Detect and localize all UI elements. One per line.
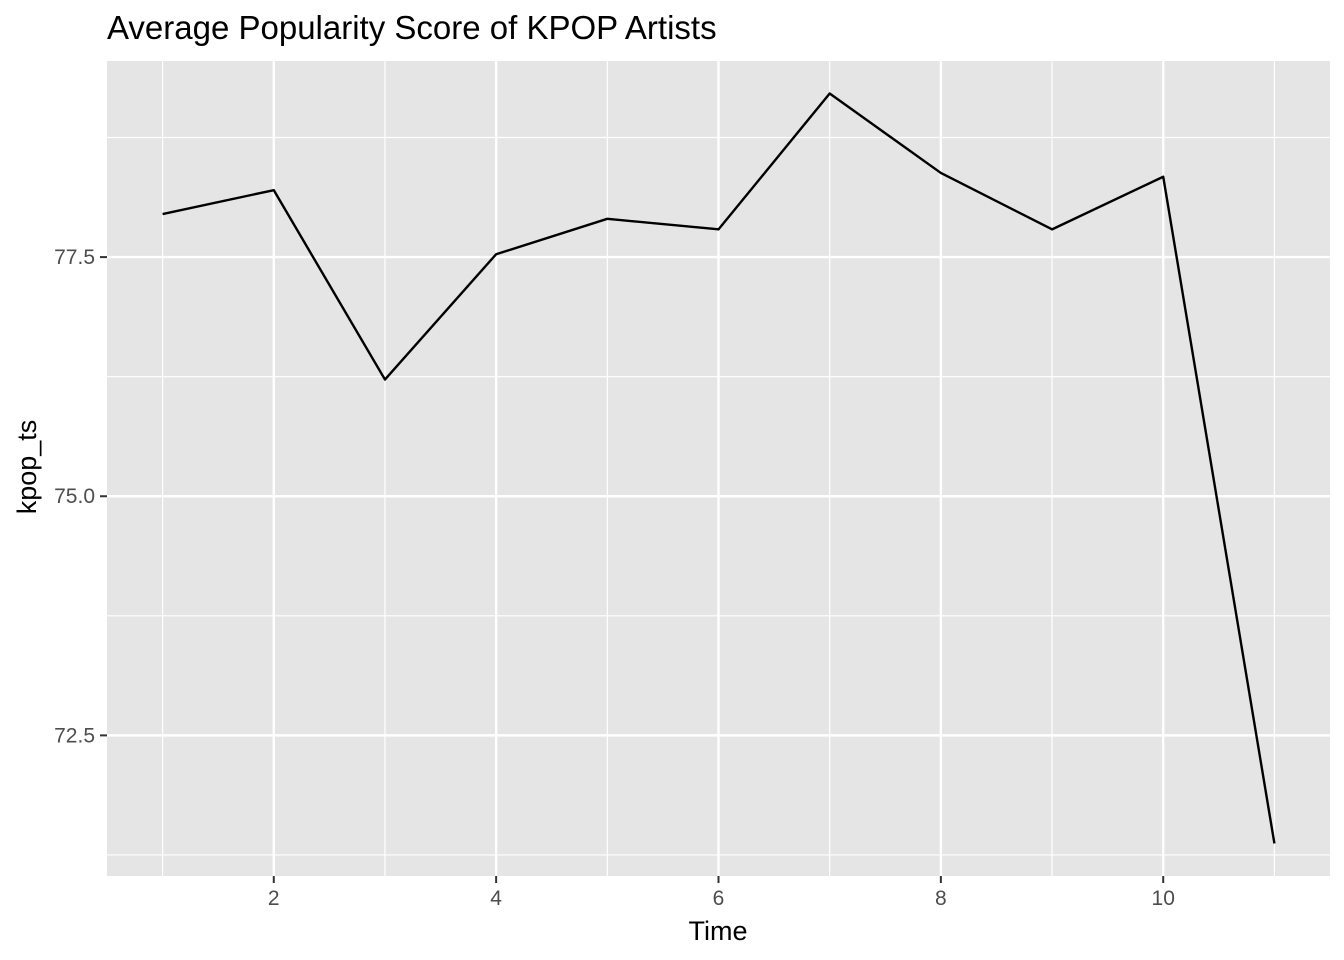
y-tick-label: 75.0 xyxy=(54,485,95,508)
x-axis: 2 4 6 8 10 xyxy=(268,876,1175,910)
y-axis-title: kpop_ts xyxy=(12,420,42,515)
x-axis-title: Time xyxy=(689,916,748,946)
x-tick-label: 10 xyxy=(1152,887,1175,910)
x-tick-label: 6 xyxy=(713,887,725,910)
series-line xyxy=(162,92,1276,844)
y-axis: 72.5 75.0 77.5 xyxy=(54,246,107,747)
x-tick-label: 4 xyxy=(490,887,502,910)
x-tick-label: 8 xyxy=(935,887,947,910)
y-tick-label: 77.5 xyxy=(54,246,95,269)
y-tick-label: 72.5 xyxy=(54,724,95,747)
chart-title: Average Popularity Score of KPOP Artists xyxy=(107,9,717,46)
major-gridlines xyxy=(107,61,1330,876)
x-tick-label: 2 xyxy=(268,887,280,910)
